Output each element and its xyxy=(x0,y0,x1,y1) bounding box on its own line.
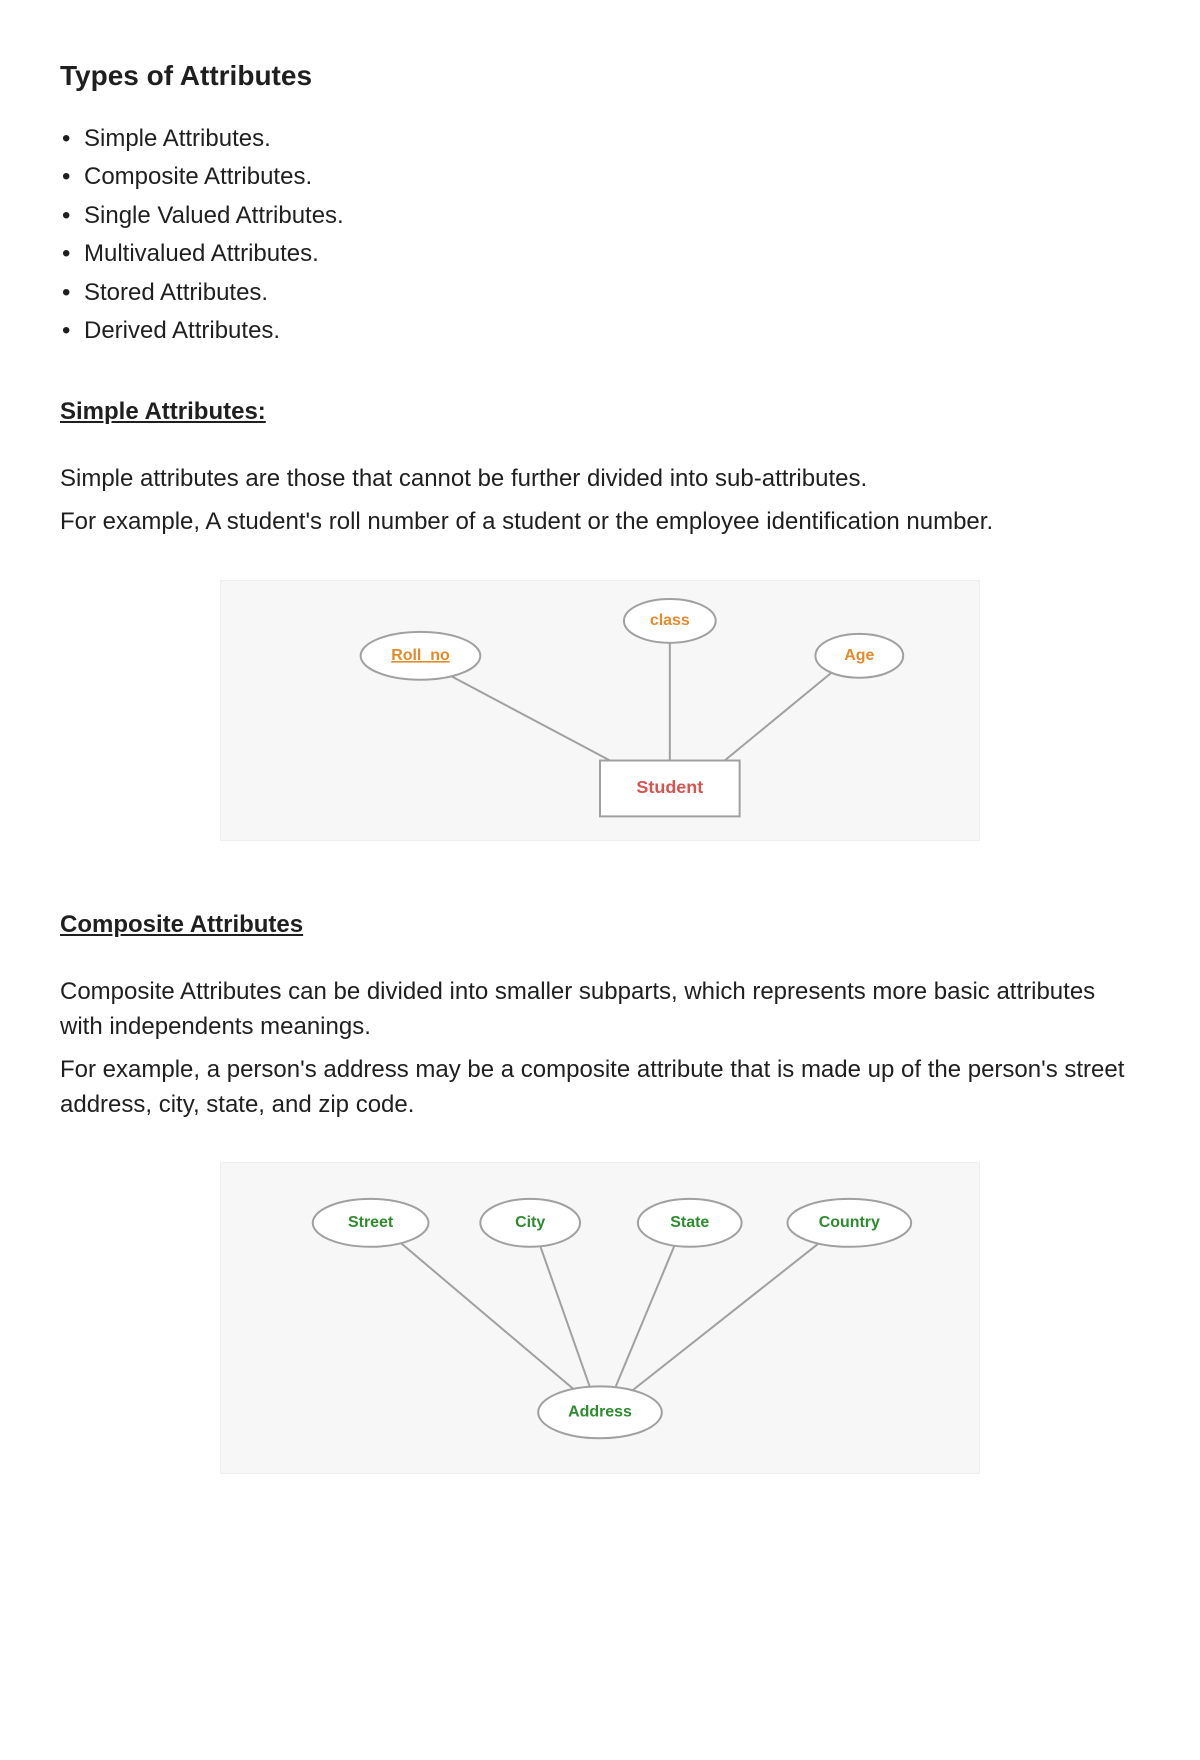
composite-attributes-heading: Composite Attributes xyxy=(60,911,1140,939)
list-item: Simple Attributes. xyxy=(62,120,1140,158)
paragraph: Composite Attributes can be divided into… xyxy=(60,975,1140,1045)
list-item: Composite Attributes. xyxy=(62,158,1140,196)
composite-attributes-description: Composite Attributes can be divided into… xyxy=(60,975,1140,1122)
list-item: Derived Attributes. xyxy=(62,312,1140,350)
simple-attributes-description: Simple attributes are those that cannot … xyxy=(60,462,1140,540)
attribute-type-list: Simple Attributes. Composite Attributes.… xyxy=(60,120,1140,350)
list-item: Single Valued Attributes. xyxy=(62,197,1140,235)
page-title: Types of Attributes xyxy=(60,60,1140,92)
svg-text:Age: Age xyxy=(844,647,874,664)
paragraph: Simple attributes are those that cannot … xyxy=(60,462,1140,497)
svg-text:Address: Address xyxy=(568,1404,632,1421)
list-item: Stored Attributes. xyxy=(62,274,1140,312)
svg-text:Street: Street xyxy=(348,1214,394,1231)
simple-attributes-heading: Simple Attributes: xyxy=(60,398,1140,426)
svg-text:class: class xyxy=(650,612,690,629)
simple-attributes-diagram: Roll_no class Age Student xyxy=(220,580,980,841)
composite-attributes-diagram: Street City State Country Address xyxy=(220,1162,980,1473)
svg-text:Country: Country xyxy=(819,1214,880,1231)
svg-text:State: State xyxy=(670,1214,709,1231)
document-page: Types of Attributes Simple Attributes. C… xyxy=(0,0,1200,1664)
paragraph: For example, A student's roll number of … xyxy=(60,505,1140,540)
svg-text:City: City xyxy=(515,1214,545,1231)
paragraph: For example, a person's address may be a… xyxy=(60,1053,1140,1123)
svg-text:Roll_no: Roll_no xyxy=(391,647,450,664)
svg-text:Student: Student xyxy=(636,777,703,797)
list-item: Multivalued Attributes. xyxy=(62,235,1140,273)
